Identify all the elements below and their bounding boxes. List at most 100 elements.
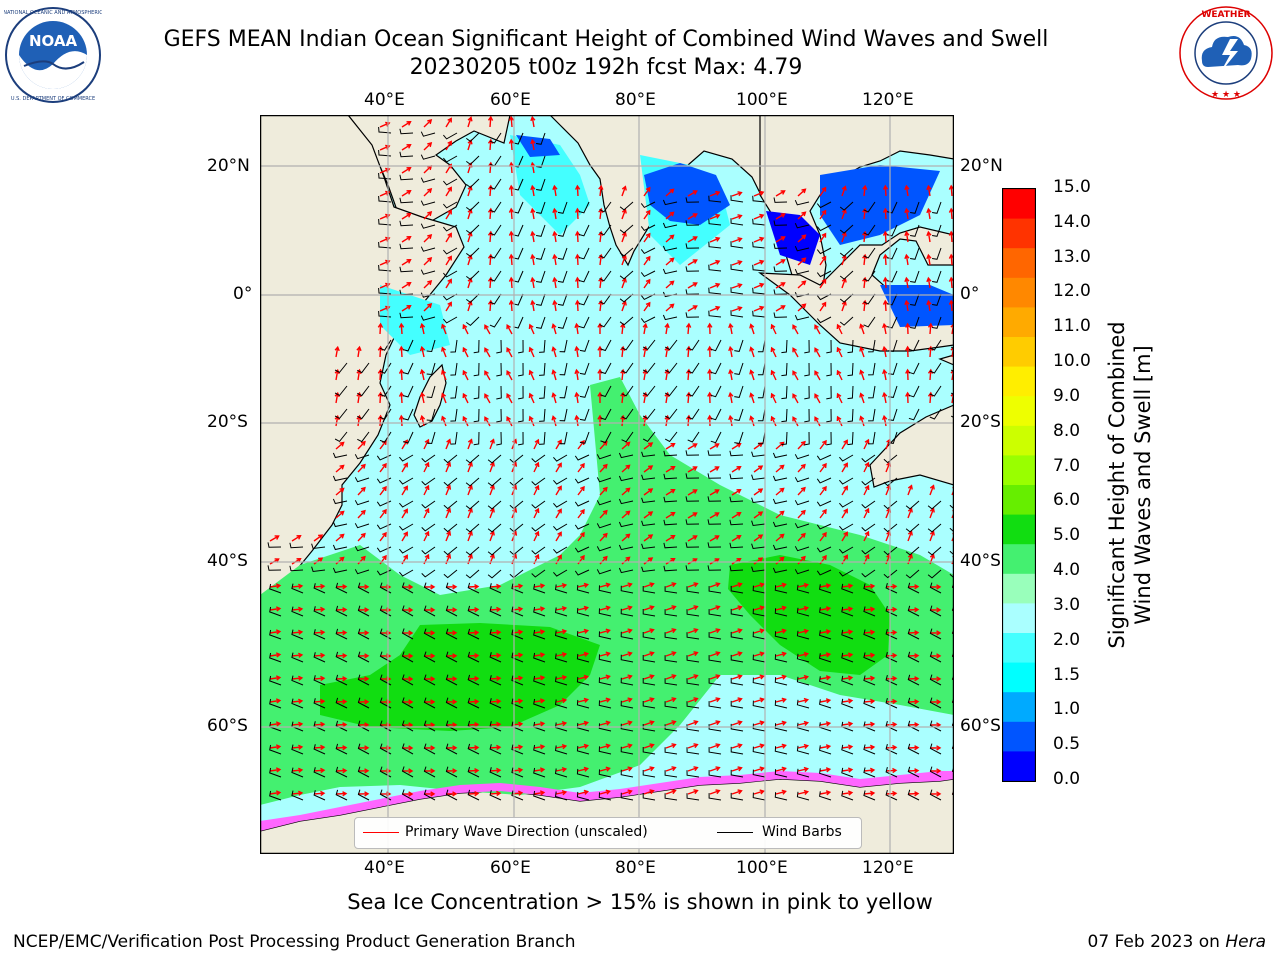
wind-barb	[752, 218, 766, 226]
colorbar-swatch	[1003, 277, 1035, 308]
svg-text:★ ★ ★: ★ ★ ★	[1211, 90, 1241, 100]
wave-arrow	[860, 324, 865, 335]
wave-arrow	[445, 302, 452, 312]
wave-arrow-head	[649, 582, 655, 588]
wind-barb	[332, 567, 348, 574]
wave-arrow-head	[339, 487, 345, 493]
wave-arrow-head	[664, 345, 670, 352]
wind-barb	[664, 793, 678, 801]
wave-arrow-head	[430, 653, 436, 659]
wave-arrow	[841, 463, 848, 473]
wave-arrow-head	[625, 487, 631, 493]
wind-barb	[466, 132, 480, 143]
colorbar-tick-label: 1.0	[1053, 699, 1081, 720]
wind-barb	[619, 201, 634, 211]
wave-arrow-head	[508, 230, 515, 236]
wave-arrow-head	[792, 416, 797, 422]
wind-barb	[772, 521, 788, 528]
wave-arrow-head	[825, 629, 832, 635]
wave-arrow	[731, 629, 742, 634]
wave-arrow-head	[715, 236, 721, 242]
wave-arrow	[621, 209, 627, 220]
wind-barb	[729, 542, 744, 549]
wave-arrow	[576, 277, 579, 289]
wave-arrow-head	[360, 532, 366, 538]
wave-arrow	[313, 608, 325, 611]
wave-arrow-head	[843, 508, 848, 514]
wave-arrow	[510, 300, 513, 312]
lat-tick-left: 60°S	[207, 716, 248, 736]
wind-barb	[598, 585, 612, 594]
wave-arrow-head	[825, 790, 832, 796]
wind-barb	[378, 287, 392, 295]
wave-arrow	[665, 789, 676, 795]
wave-arrow	[797, 280, 806, 289]
wave-arrow-head	[671, 743, 677, 749]
wave-arrow-head	[534, 507, 540, 514]
wind-barb	[536, 201, 546, 214]
wave-arrow	[731, 512, 741, 519]
wave-arrow-head	[770, 415, 776, 422]
wind-barb	[313, 583, 326, 594]
wave-arrow-head	[467, 116, 473, 122]
wind-barb	[378, 264, 392, 272]
wave-arrow	[441, 416, 447, 427]
wave-arrow-head	[446, 507, 452, 513]
wave-arrow	[687, 766, 698, 772]
wave-arrow	[462, 347, 469, 358]
wave-arrow-head	[627, 628, 633, 634]
wave-arrow	[687, 489, 697, 496]
wave-arrow-head	[334, 368, 340, 375]
wave-arrow	[421, 370, 425, 381]
wind-barb	[950, 392, 954, 396]
colorbar	[1002, 188, 1036, 782]
wind-barb	[708, 678, 722, 686]
wave-arrow	[709, 214, 720, 220]
wind-barb	[929, 362, 942, 374]
wind-barb	[559, 339, 568, 353]
wind-barb	[443, 132, 458, 140]
wave-arrow-head	[318, 534, 324, 540]
wind-barb	[423, 582, 436, 594]
wind-barb	[473, 339, 480, 354]
wave-arrow	[489, 585, 501, 588]
wave-arrow	[929, 323, 932, 335]
wind-barb	[686, 747, 700, 755]
footer-date-text: 07 Feb 2023 on	[1087, 932, 1226, 952]
wind-barb	[579, 431, 590, 444]
wind-barb	[839, 523, 854, 531]
wave-arrow-head	[926, 253, 932, 260]
wind-barb	[708, 701, 722, 709]
wave-arrow	[599, 186, 602, 197]
wind-barb	[752, 792, 766, 801]
wave-arrow-head	[320, 652, 326, 659]
wave-arrow	[797, 464, 806, 473]
wind-barb	[730, 287, 744, 295]
wave-arrow	[905, 254, 909, 266]
wave-arrow-head	[870, 721, 876, 727]
wind-barb	[465, 454, 480, 464]
wind-barb	[757, 385, 766, 399]
wave-arrow-head	[621, 254, 627, 260]
wave-arrow-head	[467, 438, 473, 444]
wind-barb	[466, 155, 480, 166]
wave-arrow-head	[621, 277, 627, 283]
colorbar-swatch	[1003, 307, 1035, 338]
wave-arrow-head	[801, 234, 807, 240]
wave-arrow	[423, 485, 430, 496]
wave-arrow-head	[847, 698, 854, 704]
wave-arrow-head	[693, 743, 699, 749]
wind-barb	[885, 720, 898, 732]
wind-barb	[929, 339, 942, 351]
wave-arrow-head	[446, 553, 452, 559]
wind-barb	[399, 500, 414, 508]
wind-barb	[420, 315, 436, 321]
wind-barb	[335, 789, 348, 801]
wave-arrow	[775, 767, 786, 772]
wind-barb	[708, 747, 722, 755]
wave-arrow-head	[605, 651, 611, 657]
wind-barb	[401, 605, 414, 617]
wind-barb	[554, 676, 568, 686]
wave-arrow-head	[936, 676, 942, 682]
wind-barb	[819, 676, 832, 686]
